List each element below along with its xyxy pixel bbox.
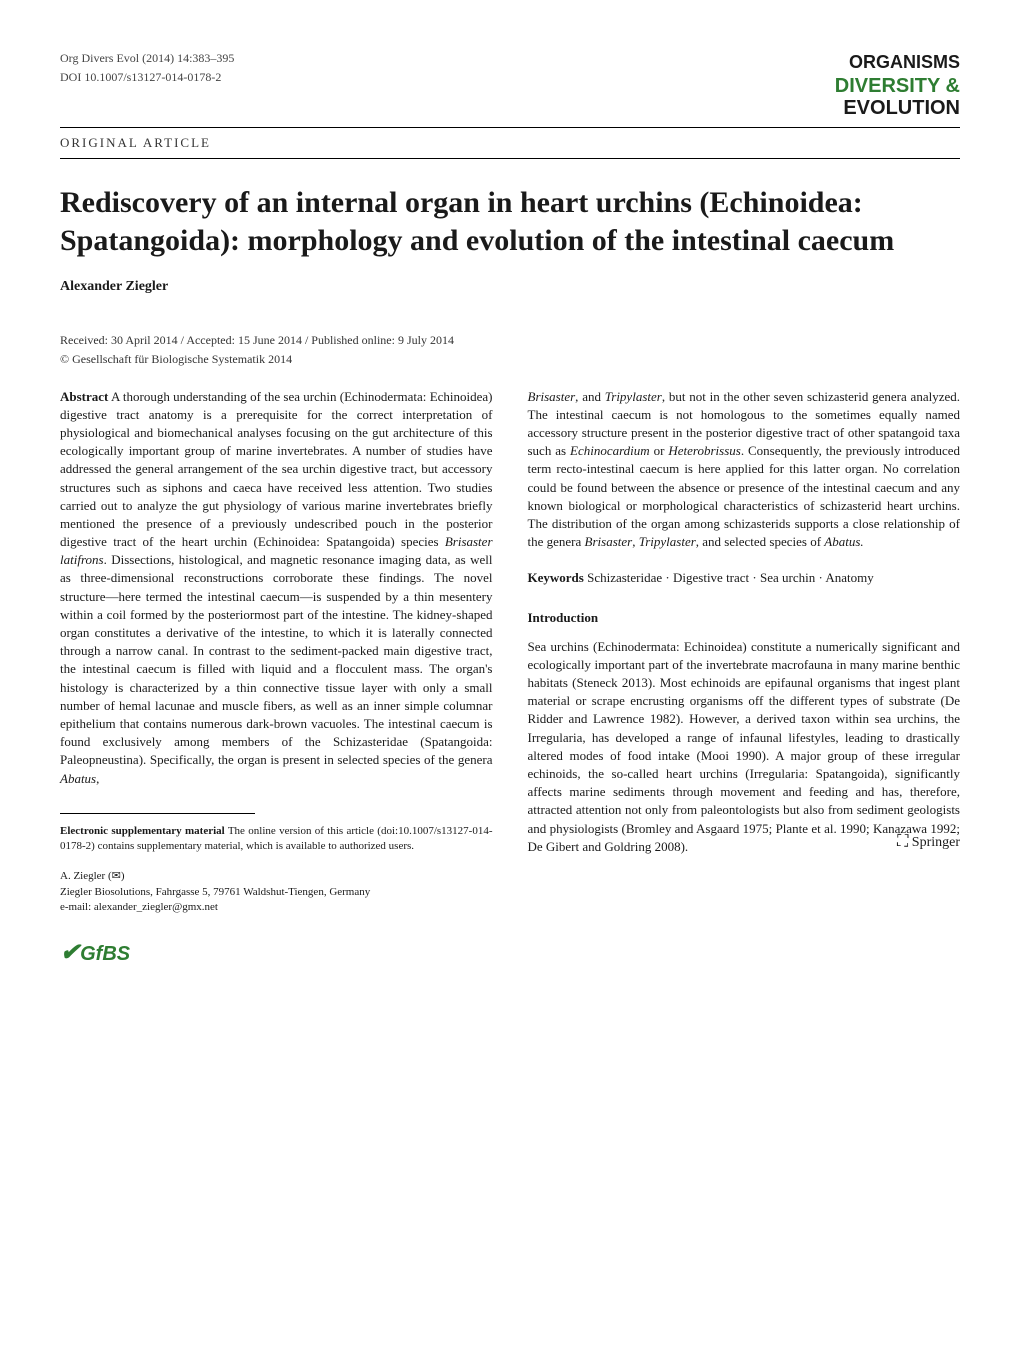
logo-line-organisms: ORGANISMS bbox=[835, 50, 960, 75]
abstract-body-3: , bbox=[96, 771, 99, 786]
logo-line-diversity: DIVERSITY & bbox=[835, 75, 960, 97]
gfbs-check-icon: ✔ bbox=[60, 939, 80, 966]
abstract-body-1: A thorough understanding of the sea urch… bbox=[60, 389, 493, 550]
introduction-paragraph: Sea urchins (Echinodermata: Echinoidea) … bbox=[528, 638, 961, 856]
supplementary-material: Electronic supplementary material The on… bbox=[60, 824, 493, 855]
gfbs-text: GfBS bbox=[80, 943, 130, 965]
col2-t6: , and selected species of bbox=[696, 534, 825, 549]
springer-icon: ⛶ bbox=[897, 833, 908, 850]
abstract-continuation: Brisaster, and Tripylaster, but not in t… bbox=[528, 388, 961, 552]
copyright-notice: © Gesellschaft für Biologische Systemati… bbox=[60, 351, 960, 368]
genus-brisaster: Brisaster bbox=[528, 389, 576, 404]
author-affiliation: Ziegler Biosolutions, Fahrgasse 5, 79761… bbox=[60, 885, 493, 900]
col2-t1: , and bbox=[575, 389, 605, 404]
left-column: Abstract A thorough understanding of the… bbox=[60, 388, 493, 970]
author-contact-block: A. Ziegler (✉) Ziegler Biosolutions, Fah… bbox=[60, 869, 493, 915]
article-title: Rediscovery of an internal organ in hear… bbox=[60, 184, 960, 259]
abstract-paragraph: Abstract A thorough understanding of the… bbox=[60, 388, 493, 788]
keywords-paragraph: Keywords Schizasteridae · Digestive trac… bbox=[528, 569, 961, 587]
gfbs-logo: ✔GfBS bbox=[60, 936, 130, 970]
journal-citation: Org Divers Evol (2014) 14:383–395 bbox=[60, 50, 234, 67]
supplementary-divider bbox=[60, 813, 255, 814]
article-type-label: ORIGINAL ARTICLE bbox=[60, 134, 211, 152]
introduction-heading: Introduction bbox=[528, 609, 961, 627]
springer-text: Springer bbox=[912, 835, 960, 850]
right-column: Brisaster, and Tripylaster, but not in t… bbox=[528, 388, 961, 970]
genus-brisaster-2: Brisaster bbox=[585, 534, 633, 549]
author-name: Alexander Ziegler bbox=[60, 277, 960, 297]
abstract-genus-abatus: Abatus bbox=[60, 771, 96, 786]
author-email: e-mail: alexander_ziegler@gmx.net bbox=[60, 900, 493, 915]
genus-echinocardium: Echinocardium bbox=[570, 443, 650, 458]
genus-tripylaster: Tripylaster bbox=[605, 389, 662, 404]
author-corresponding: A. Ziegler (✉) bbox=[60, 869, 493, 884]
col2-t3: or bbox=[650, 443, 669, 458]
genus-abatus-2: Abatus. bbox=[824, 534, 863, 549]
doi: DOI 10.1007/s13127-014-0178-2 bbox=[60, 69, 234, 86]
abstract-label: Abstract bbox=[60, 389, 108, 404]
genus-heterobrissus: Heterobrissus bbox=[668, 443, 740, 458]
keywords-label: Keywords bbox=[528, 570, 584, 585]
abstract-body-2: . Dissections, histological, and magneti… bbox=[60, 552, 493, 767]
genus-tripylaster-2: Tripylaster bbox=[639, 534, 696, 549]
logo-line-evolution: EVOLUTION bbox=[835, 97, 960, 119]
journal-logo: ORGANISMS DIVERSITY & EVOLUTION bbox=[835, 50, 960, 119]
keywords-body: Schizasteridae · Digestive tract · Sea u… bbox=[584, 570, 874, 585]
supp-label: Electronic supplementary material bbox=[60, 825, 225, 837]
publication-dates: Received: 30 April 2014 / Accepted: 15 J… bbox=[60, 332, 960, 349]
